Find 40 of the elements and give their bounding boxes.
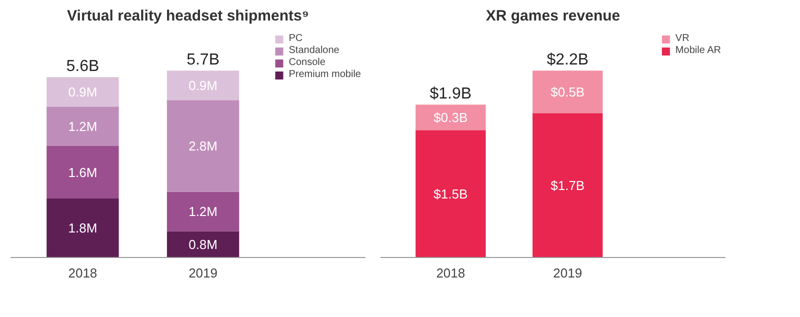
data-label: $1.5B xyxy=(434,186,468,202)
x-tick-label: 2019 xyxy=(188,266,218,280)
data-label: 2.8M xyxy=(188,138,218,154)
bar xyxy=(532,113,603,258)
bar xyxy=(166,231,240,258)
total-label: 5.6B xyxy=(66,58,100,76)
bar xyxy=(166,192,240,232)
data-label: 1.2M xyxy=(188,204,218,220)
chart-title: Virtual reality headset shipments⁹ xyxy=(67,8,309,24)
legend-label: Standalone xyxy=(288,45,340,56)
legend-label: Mobile AR xyxy=(675,45,721,56)
legend-label: VR xyxy=(675,33,690,44)
bar xyxy=(46,106,119,146)
total-label: 5.7B xyxy=(186,52,220,69)
total-label: $2.2B xyxy=(546,52,589,69)
data-label: 0.9M xyxy=(188,78,218,93)
bar xyxy=(532,70,603,114)
x-tick-label: 2019 xyxy=(553,266,582,280)
x-tick-label: 2018 xyxy=(436,266,466,280)
bar xyxy=(166,70,240,100)
bar xyxy=(416,130,486,258)
data-label: $0.5B xyxy=(550,84,585,100)
chart-title: XR games revenue xyxy=(486,8,620,24)
x-tick-label: 2018 xyxy=(68,266,98,280)
bar xyxy=(46,198,119,258)
data-label: 0.9M xyxy=(68,84,98,100)
legend-label: Console xyxy=(288,57,326,68)
bar xyxy=(166,100,240,192)
total-label: $1.9B xyxy=(430,86,472,103)
legend-label: Premium mobile xyxy=(288,69,361,80)
bar xyxy=(46,77,119,107)
data-label: $0.3B xyxy=(434,110,468,125)
data-label: 1.6M xyxy=(68,164,98,180)
data-label: $1.7B xyxy=(550,178,585,193)
bar xyxy=(416,104,486,130)
data-label: 1.8M xyxy=(68,220,98,236)
data-label: 0.8M xyxy=(188,236,218,252)
bar xyxy=(46,146,119,198)
data-label: 1.2M xyxy=(68,118,98,134)
legend-label: PC xyxy=(288,33,304,44)
